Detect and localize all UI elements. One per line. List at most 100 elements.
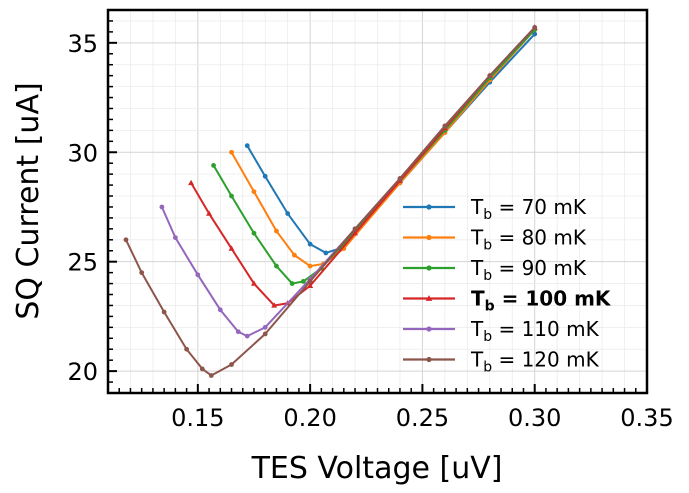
- data-point: [228, 245, 235, 251]
- legend-label: Tb = 110 mK: [470, 317, 600, 345]
- data-point: [229, 193, 234, 199]
- legend-marker: [426, 356, 432, 363]
- series-line: [212, 29, 536, 285]
- legend-marker: [426, 234, 432, 241]
- legend-label-subscript: b: [483, 360, 492, 376]
- legend-label: Tb = 100 mK: [471, 287, 612, 315]
- legend-label-main: T: [470, 195, 484, 219]
- data-point: [262, 324, 268, 330]
- data-point: [208, 373, 214, 378]
- data-point: [323, 250, 329, 256]
- data-point: [352, 230, 359, 236]
- data-point: [397, 176, 403, 181]
- series-5: [123, 25, 538, 378]
- legend-label-rest: = 70 mK: [492, 195, 587, 219]
- data-point: [199, 366, 205, 372]
- data-point: [285, 211, 291, 216]
- series-layer: [123, 24, 538, 378]
- legend-marker: [425, 295, 433, 301]
- y-tick-label: 25: [67, 249, 98, 277]
- data-point: [229, 149, 234, 155]
- data-point: [206, 210, 213, 216]
- data-point: [352, 226, 358, 232]
- data-point: [161, 309, 167, 315]
- y-tick-label: 30: [67, 139, 98, 167]
- data-point: [123, 237, 129, 243]
- data-point: [262, 331, 268, 337]
- x-tick-label: 0.25: [396, 404, 449, 432]
- data-point: [289, 281, 295, 286]
- x-tick-label: 0.15: [171, 404, 224, 432]
- legend-entry: Tb = 80 mK: [403, 226, 587, 254]
- legend-entry: Tb = 70 mK: [403, 195, 587, 223]
- legend-marker: [426, 204, 432, 210]
- legend-label-rest: = 80 mK: [492, 226, 587, 250]
- legend-label: Tb = 120 mK: [470, 348, 600, 376]
- y-tick-label: 35: [67, 30, 98, 58]
- legend-label-main: T: [471, 287, 485, 311]
- data-point: [274, 228, 279, 234]
- legend-label-subscript: b: [483, 207, 492, 223]
- legend-label-main: T: [470, 348, 484, 372]
- legend-label-rest: = 110 mK: [492, 317, 599, 341]
- data-point: [229, 362, 234, 367]
- data-point: [195, 272, 201, 278]
- grid: [107, 10, 648, 394]
- series-line: [125, 26, 536, 377]
- y-axis-title: SQ Current [uA]: [11, 82, 46, 319]
- x-axis-title: TES Voltage [uV]: [251, 451, 503, 486]
- data-point: [274, 263, 279, 269]
- legend-entry: Tb = 100 mK: [403, 287, 612, 315]
- legend-label-main: T: [470, 226, 484, 250]
- legend-label-rest: = 120 mK: [492, 348, 599, 372]
- legend-label-main: T: [470, 317, 484, 341]
- data-point: [159, 204, 165, 210]
- data-point: [172, 235, 178, 241]
- legend-label-subscript: b: [485, 299, 495, 315]
- data-point: [487, 73, 493, 79]
- data-point: [292, 252, 297, 258]
- legend-marker: [426, 326, 432, 332]
- data-point: [307, 282, 314, 288]
- legend-label-rest: = 90 mK: [492, 256, 587, 280]
- legend-marker: [426, 265, 432, 271]
- data-point: [251, 189, 257, 195]
- data-point: [244, 333, 250, 339]
- legend-label-subscript: b: [483, 238, 492, 254]
- data-point: [300, 278, 306, 284]
- x-tick-label: 0.30: [508, 404, 561, 432]
- data-point: [262, 173, 268, 179]
- ticks: [107, 9, 648, 394]
- legend-label-rest: = 100 mK: [495, 287, 612, 311]
- legend-entry: Tb = 120 mK: [403, 348, 600, 376]
- tick-labels: 0.15 0.20 0.25 0.30 0.35 20 25 30 35: [67, 30, 673, 432]
- x-tick-label: 0.35: [620, 404, 673, 432]
- legend-label: Tb = 70 mK: [470, 195, 587, 223]
- data-point: [217, 307, 223, 313]
- data-point: [184, 346, 190, 352]
- data-point: [442, 123, 448, 129]
- data-point: [139, 270, 145, 276]
- legend-label-subscript: b: [483, 329, 492, 345]
- legend-entry: Tb = 90 mK: [403, 256, 587, 284]
- legend-label: Tb = 90 mK: [470, 256, 587, 284]
- data-point: [211, 162, 216, 168]
- data-point: [532, 25, 538, 30]
- data-point: [307, 278, 313, 284]
- legend-label-subscript: b: [483, 268, 492, 284]
- data-point: [188, 179, 195, 186]
- data-point: [307, 263, 313, 269]
- data-point: [244, 143, 250, 149]
- data-point: [307, 241, 313, 247]
- legend-label: Tb = 80 mK: [470, 226, 587, 254]
- data-point: [235, 329, 241, 335]
- legend-entry: Tb = 110 mK: [403, 317, 600, 345]
- data-point: [532, 31, 538, 37]
- y-tick-label: 20: [67, 358, 98, 386]
- x-tick-label: 0.20: [283, 404, 336, 432]
- legend-label-main: T: [470, 256, 484, 280]
- data-point: [251, 230, 257, 236]
- data-point: [271, 302, 278, 308]
